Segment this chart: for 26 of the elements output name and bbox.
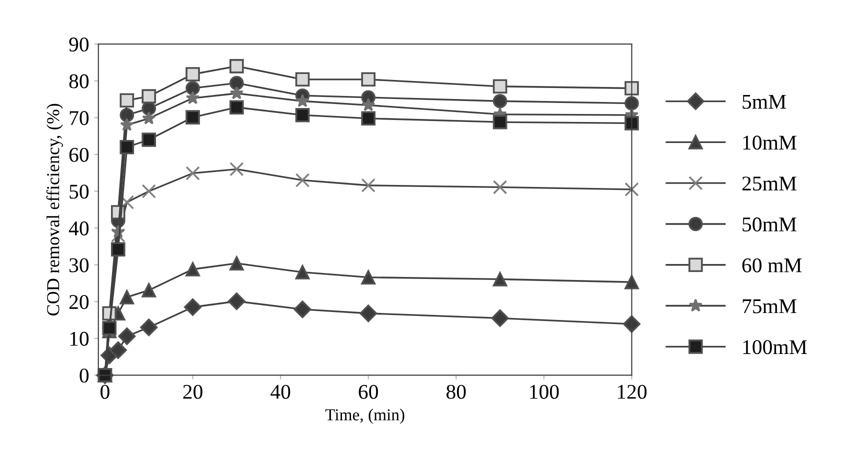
y-tick-label: 70 bbox=[70, 111, 89, 126]
legend-label: 5mM bbox=[742, 94, 786, 109]
legend-label: 75mM bbox=[742, 299, 796, 314]
x-tick-label: 120 bbox=[618, 384, 647, 399]
y-tick-label: 0 bbox=[80, 368, 89, 383]
legend-label: 10mM bbox=[743, 136, 796, 150]
legend-label: 100mM bbox=[743, 340, 807, 354]
x-tick-label: 80 bbox=[446, 384, 466, 399]
x-tick-label: 100 bbox=[530, 384, 559, 399]
y-tick-label: 50 bbox=[70, 184, 89, 199]
y-tick-label: 60 bbox=[69, 148, 89, 162]
legend-label: 25mM bbox=[742, 176, 796, 191]
x-axis-title: Time, (min) bbox=[325, 408, 404, 424]
x-tick-label: 0 bbox=[100, 384, 110, 399]
legend-label: 60 mM bbox=[742, 258, 802, 272]
legend-label: 50mM bbox=[742, 217, 796, 232]
y-tick-label: 80 bbox=[69, 74, 89, 88]
x-tick-label: 40 bbox=[270, 384, 290, 399]
y-axis-title: COD removal efficiency, (%) bbox=[46, 104, 63, 316]
y-tick-label: 10 bbox=[70, 332, 89, 346]
y-tick-label: 30 bbox=[70, 258, 89, 272]
y-tick-label: 90 bbox=[69, 37, 89, 52]
y-tick-label: 40 bbox=[68, 221, 89, 236]
x-tick-label: 60 bbox=[358, 384, 378, 399]
y-tick-label: 20 bbox=[69, 294, 89, 310]
x-tick-label: 20 bbox=[183, 384, 202, 399]
